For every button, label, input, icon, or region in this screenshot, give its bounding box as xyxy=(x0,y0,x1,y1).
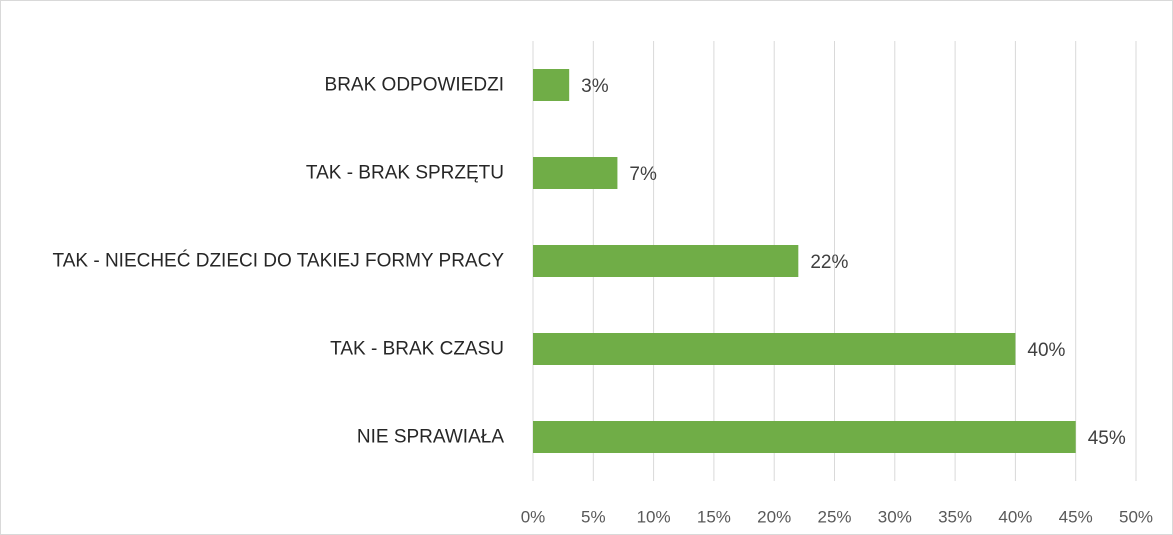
bar xyxy=(533,245,799,277)
data-label: 45% xyxy=(1088,428,1126,449)
bar xyxy=(533,157,618,189)
x-tick-label: 15% xyxy=(697,507,731,526)
x-tick-label: 35% xyxy=(938,507,972,526)
x-tick-label: 25% xyxy=(817,507,851,526)
y-tick-label: TAK - NIECHEĆ DZIECI DO TAKIEJ FORMY PRA… xyxy=(52,250,504,272)
x-tick-label: 40% xyxy=(998,507,1032,526)
x-tick-label: 5% xyxy=(581,507,606,526)
data-label: 40% xyxy=(1027,340,1065,361)
x-tick-label: 10% xyxy=(637,507,671,526)
x-tick-label: 50% xyxy=(1119,507,1153,526)
y-tick-label: NIE SPRAWIAŁA xyxy=(356,426,504,448)
y-tick-label: TAK - BRAK CZASU xyxy=(330,338,504,360)
bar xyxy=(533,69,570,101)
x-tick-label: 30% xyxy=(878,507,912,526)
y-tick-label: TAK - BRAK SPRZĘTU xyxy=(305,162,504,184)
y-tick-label: BRAK ODPOWIEDZI xyxy=(324,74,504,96)
bar xyxy=(533,333,1016,365)
data-label: 3% xyxy=(581,76,609,97)
bar xyxy=(533,421,1076,453)
x-tick-label: 45% xyxy=(1059,507,1093,526)
x-tick-label: 20% xyxy=(757,507,791,526)
data-label: 22% xyxy=(810,252,848,273)
x-tick-label: 0% xyxy=(521,507,546,526)
data-label: 7% xyxy=(629,164,657,185)
